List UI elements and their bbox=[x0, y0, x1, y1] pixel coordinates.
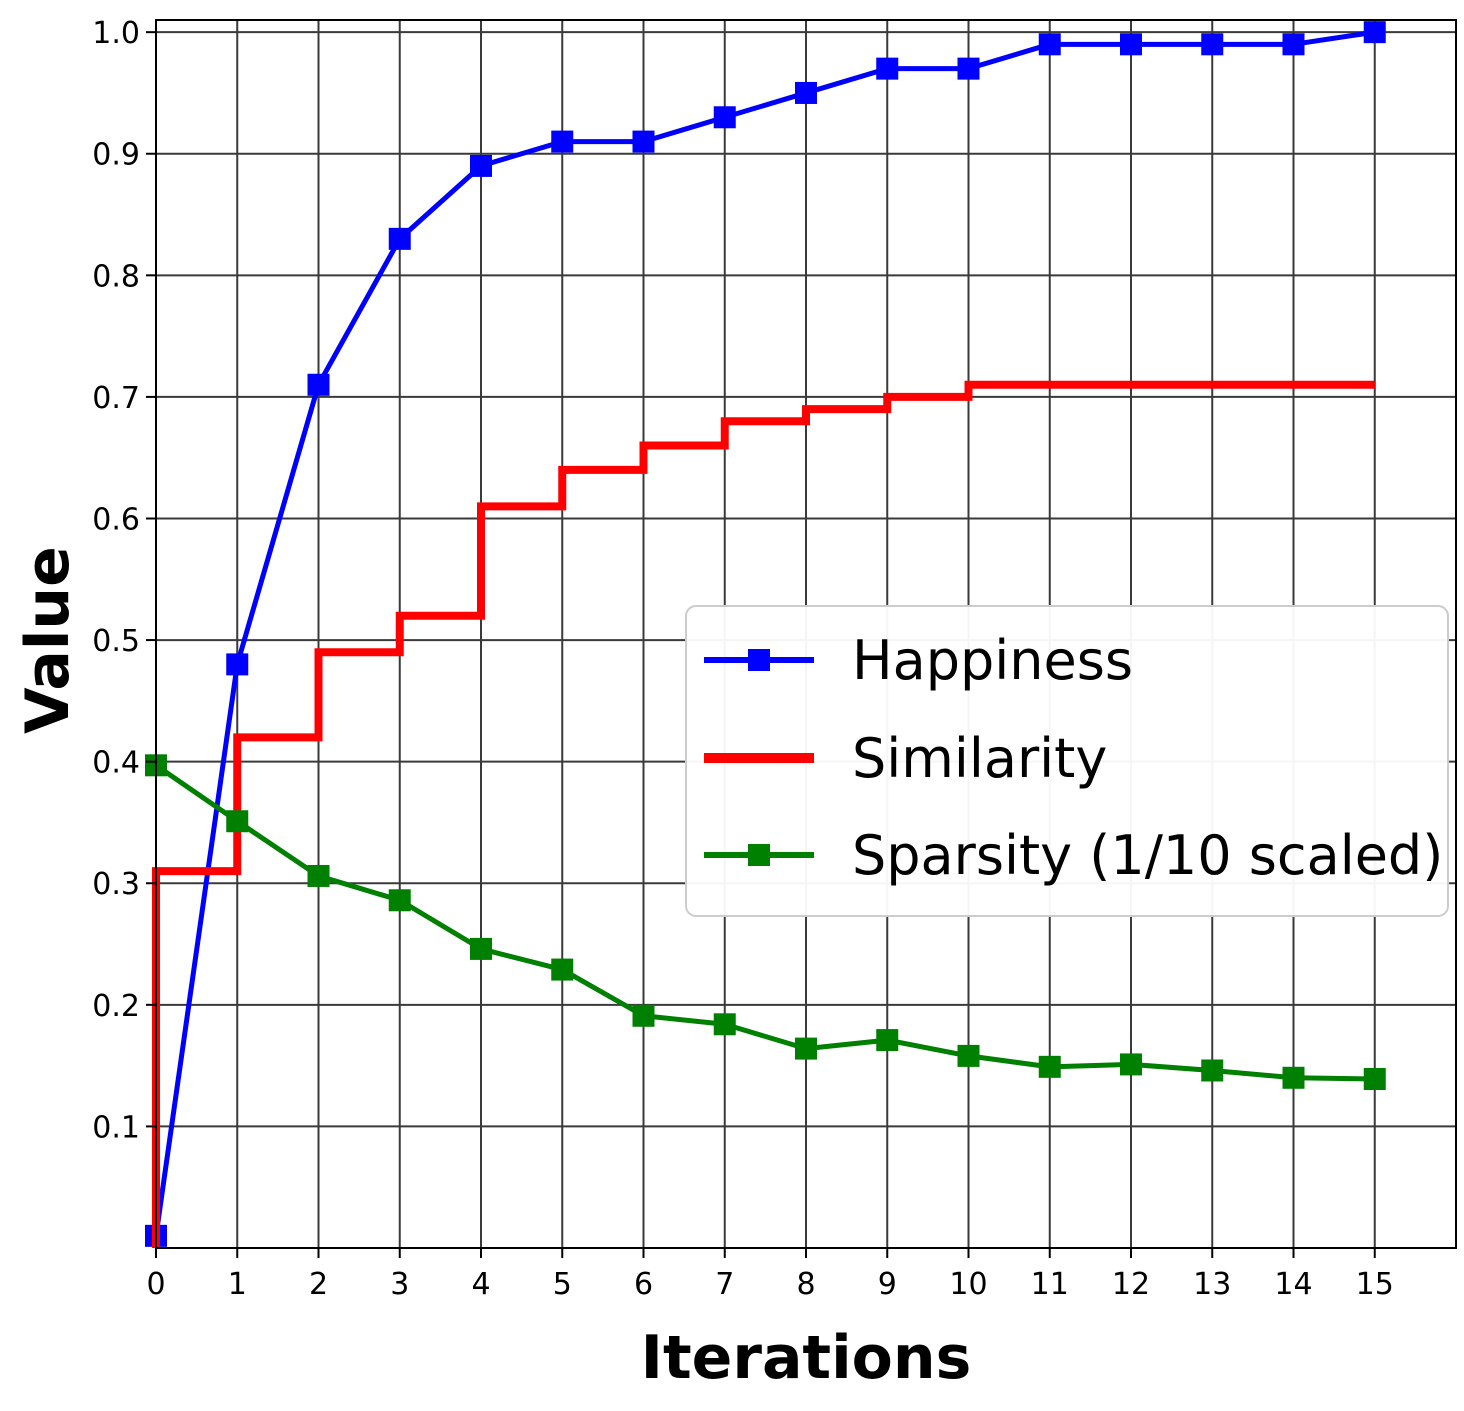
legend-label: Similarity bbox=[852, 727, 1107, 790]
legend: Happiness Similarity Sparsity (1/10 scaled… bbox=[685, 605, 1449, 917]
data-point bbox=[957, 1044, 980, 1067]
data-point bbox=[1363, 1067, 1386, 1090]
data-point bbox=[1038, 1055, 1061, 1078]
data-point bbox=[1282, 33, 1305, 56]
y-axis-label: Value bbox=[13, 546, 83, 734]
y-tick-label: 0.1 bbox=[92, 1110, 140, 1145]
series-line bbox=[152, 380, 1375, 1248]
x-tick-label: 5 bbox=[553, 1267, 572, 1302]
series-line bbox=[153, 29, 1376, 1237]
data-point bbox=[1201, 33, 1224, 56]
series-sparsity bbox=[145, 754, 1386, 1090]
legend-label: Happiness bbox=[852, 629, 1133, 692]
data-point bbox=[957, 57, 980, 80]
data-point bbox=[876, 57, 899, 80]
x-tick-label: 6 bbox=[634, 1267, 653, 1302]
legend-box bbox=[685, 605, 1449, 917]
x-tick-label: 2 bbox=[309, 1267, 328, 1302]
axis-ticks: 0 1 2 3 4 5 6 7 8 9 10 11 12 13 14 150.10.20.30.40.50.6… bbox=[92, 16, 1394, 1302]
legend-item: Similarity bbox=[704, 727, 1107, 790]
data-point bbox=[1201, 1059, 1224, 1082]
data-point bbox=[388, 889, 411, 912]
data-point bbox=[795, 81, 817, 104]
series-similarity bbox=[152, 380, 1375, 1248]
data-point bbox=[470, 937, 492, 960]
x-tick-label: 15 bbox=[1356, 1267, 1394, 1302]
x-tick-label: 3 bbox=[390, 1267, 409, 1302]
x-tick-label: 10 bbox=[949, 1267, 987, 1302]
x-tick-label: 8 bbox=[796, 1267, 815, 1302]
data-point bbox=[1120, 1053, 1142, 1076]
x-tick-label: 7 bbox=[715, 1267, 734, 1302]
data-point bbox=[795, 1037, 817, 1060]
y-tick-label: 0.6 bbox=[92, 502, 140, 537]
data-point bbox=[1120, 33, 1142, 56]
x-tick-label: 9 bbox=[878, 1267, 897, 1302]
x-tick-label: 13 bbox=[1193, 1267, 1231, 1302]
data-point bbox=[713, 1013, 736, 1036]
series-happiness bbox=[145, 21, 1386, 1247]
y-tick-label: 0.7 bbox=[92, 381, 140, 416]
data-point bbox=[226, 653, 249, 676]
data-point bbox=[307, 373, 330, 396]
data-point bbox=[713, 106, 736, 129]
x-tick-label: 11 bbox=[1031, 1267, 1069, 1302]
y-tick-label: 0.5 bbox=[92, 624, 140, 659]
legend-item: Sparsity (1/10 scaled) bbox=[704, 824, 1443, 887]
data-point bbox=[307, 864, 330, 887]
data-point bbox=[632, 1004, 655, 1027]
x-tick-label: 1 bbox=[228, 1267, 247, 1302]
data-point bbox=[632, 130, 655, 153]
y-tick-label: 0.4 bbox=[92, 746, 140, 781]
plot-area bbox=[145, 21, 1386, 1248]
data-point bbox=[1282, 1066, 1305, 1089]
x-tick-label: 12 bbox=[1112, 1267, 1150, 1302]
data-point bbox=[388, 227, 411, 250]
legend-label: Sparsity (1/10 scaled) bbox=[852, 824, 1443, 887]
series-line bbox=[154, 763, 1375, 1082]
y-tick-label: 0.2 bbox=[92, 989, 140, 1024]
data-point bbox=[470, 154, 492, 177]
y-tick-label: 0.8 bbox=[92, 259, 140, 294]
y-tick-label: 0.3 bbox=[92, 867, 140, 902]
data-point bbox=[551, 958, 574, 981]
y-tick-label: 1.0 bbox=[92, 16, 140, 51]
x-tick-label: 4 bbox=[471, 1267, 490, 1302]
data-point bbox=[551, 130, 574, 153]
data-point bbox=[1363, 21, 1386, 44]
x-axis-label: Iterations bbox=[641, 1323, 972, 1393]
data-point bbox=[226, 810, 249, 833]
data-point bbox=[1038, 33, 1061, 56]
legend-marker bbox=[748, 844, 770, 866]
x-tick-label: 0 bbox=[146, 1267, 165, 1302]
data-point bbox=[876, 1029, 899, 1052]
y-tick-label: 0.9 bbox=[92, 138, 140, 173]
legend-item: Happiness bbox=[704, 629, 1133, 692]
legend-marker bbox=[748, 649, 770, 671]
x-tick-label: 14 bbox=[1274, 1267, 1312, 1302]
